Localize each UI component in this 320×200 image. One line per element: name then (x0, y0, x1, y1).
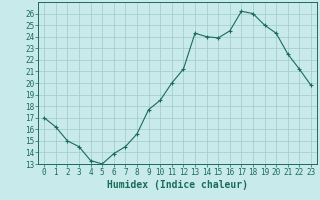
X-axis label: Humidex (Indice chaleur): Humidex (Indice chaleur) (107, 180, 248, 190)
